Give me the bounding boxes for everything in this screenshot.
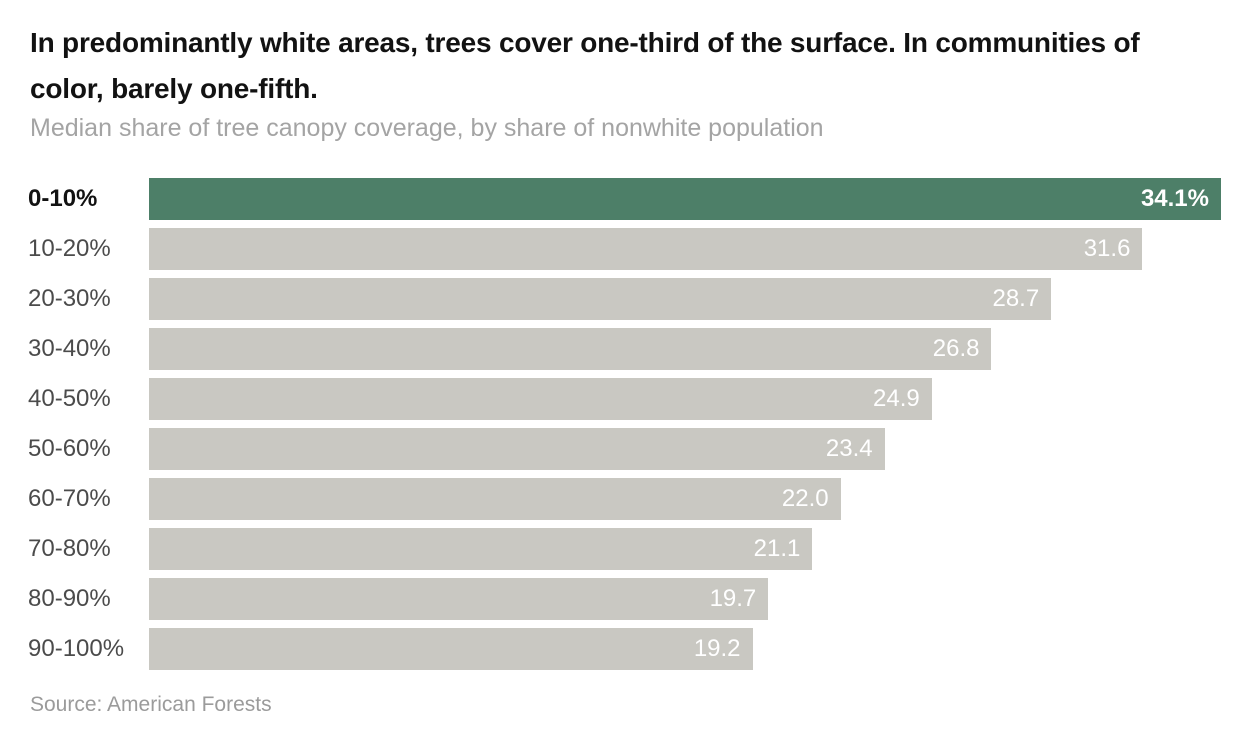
source-note: Source: American Forests [30,693,272,716]
value-label: 31.6 [1083,235,1131,262]
bar-track: 26.8 [149,328,1221,370]
bar-track: 21.1 [149,528,1221,570]
value-label: 24.9 [873,385,920,412]
bar-row: 20-30% 28.7 [0,278,1242,320]
value-label: 23.4 [825,435,873,462]
bar: 24.9 [149,378,932,420]
bar: 31.6 [149,228,1143,270]
bar: 23.4 [149,428,885,470]
bar-row: 40-50% 24.9 [0,378,1242,420]
bar-row: 60-70% 22.0 [0,478,1242,520]
bar-track: 34.1% [149,178,1221,220]
value-label: 26.8 [932,335,980,362]
bar-row: 0-10% 34.1% [0,178,1242,220]
bar: 19.7 [149,578,769,620]
bar: 26.8 [149,328,992,370]
value-label: 28.7 [992,285,1040,312]
category-label: 50-60% [28,435,111,462]
category-label: 80-90% [28,585,111,612]
category-label: 70-80% [28,535,111,562]
chart-subtitle: Median share of tree canopy coverage, by… [30,114,824,142]
category-label: 20-30% [28,285,111,312]
bar-row: 50-60% 23.4 [0,428,1242,470]
bar-track: 24.9 [149,378,1221,420]
bar-track: 31.6 [149,228,1221,270]
bar-track: 22.0 [149,478,1221,520]
value-label: 34.1% [1140,185,1209,212]
bar: 28.7 [149,278,1052,320]
category-label: 30-40% [28,335,111,362]
category-label: 40-50% [28,385,111,412]
bar: 34.1% [149,178,1221,220]
bar-track: 19.7 [149,578,1221,620]
category-label: 10-20% [28,235,111,262]
chart-title: In predominantly white areas, trees cove… [30,27,1140,104]
bar-row: 70-80% 21.1 [0,528,1242,570]
value-label: 22.0 [781,485,829,512]
value-label: 21.1 [753,535,801,562]
bar-row: 80-90% 19.7 [0,578,1242,620]
bar-track: 28.7 [149,278,1221,320]
bar-row: 90-100% 19.2 [0,628,1242,670]
bar-track: 23.4 [149,428,1221,470]
category-label: 60-70% [28,485,111,512]
bar-chart: 0-10% 34.1% 10-20% 31.6 20-30% 28.7 30-40% 26.8… [0,178,1242,670]
category-label: 0-10% [28,185,98,212]
bar: 19.2 [149,628,753,670]
value-label: 19.2 [693,635,741,662]
bar: 22.0 [149,478,841,520]
category-label: 90-100% [28,635,125,662]
bar-track: 19.2 [149,628,1221,670]
value-label: 19.7 [709,585,757,612]
bar: 21.1 [149,528,813,570]
bar-row: 10-20% 31.6 [0,228,1242,270]
bar-row: 30-40% 26.8 [0,328,1242,370]
